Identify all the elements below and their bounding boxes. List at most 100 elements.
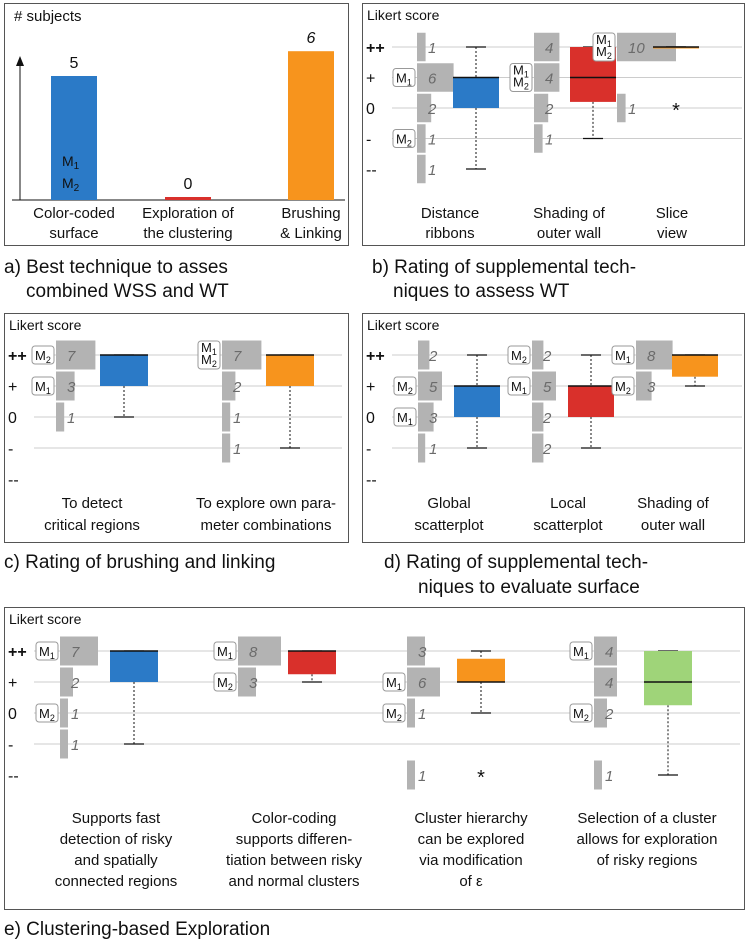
chart-e-count-3-0: 4 xyxy=(605,644,613,661)
chart-e-hist-0-3 xyxy=(60,729,68,759)
chart-d-level-0: ++ xyxy=(366,348,385,365)
chart-d-count-0-0: 2 xyxy=(428,348,438,365)
chart-d-hist-0-0 xyxy=(418,340,430,370)
chart-c-marker-1-0-label-0: M1 xyxy=(201,340,217,357)
chart-c-ylabel: Likert score xyxy=(9,317,82,333)
chart-c-level-2: 0 xyxy=(8,410,17,427)
chart-d-marker-0-1-label-0: M1 xyxy=(397,410,413,427)
chart-b-level-3: - xyxy=(366,132,371,149)
chart-d-count-2-1: 3 xyxy=(647,379,656,396)
caption-b-line1: b) Rating of supplemental tech- xyxy=(372,257,637,278)
chart-e-count-1-0: 8 xyxy=(249,644,258,661)
chart-c-marker-0-0-label-0: M2 xyxy=(35,348,51,365)
chart-b-hist-0-1 xyxy=(417,63,454,92)
chart-b-hist-2-2 xyxy=(617,93,626,123)
chart-d-item-label-0-0: Global xyxy=(427,495,470,512)
chart-c-item-label-1-1: meter combinations xyxy=(201,517,332,534)
chart-d-marker-2-1-box xyxy=(611,376,635,396)
chart-c-marker-0-1-label-0: M1 xyxy=(35,379,51,396)
chart-d-level-1: + xyxy=(366,379,375,396)
chart-e-count-1-1: 3 xyxy=(249,675,258,692)
chart-d-level-4: -- xyxy=(366,472,377,489)
chart-a-value-0: 5 xyxy=(70,55,79,72)
chart-d-marker-1-1-label-0: M1 xyxy=(511,379,527,396)
chart-e-marker-1-0-box xyxy=(213,641,237,661)
chart-e-hist-3-2 xyxy=(594,698,607,728)
chart-b-marker-2-0-label-1: M2 xyxy=(596,44,612,61)
chart-d-count-0-1: 5 xyxy=(429,379,438,396)
chart-e-marker-0-1-label-0: M2 xyxy=(39,706,55,723)
chart-d-hist-1-3 xyxy=(532,433,544,463)
chart-e-count-2-1: 6 xyxy=(418,675,427,692)
chart-d-hist-2-0 xyxy=(636,340,673,370)
chart-c-count-0-1: 3 xyxy=(67,379,76,396)
chart-e-item-label-0-1: detection of risky xyxy=(60,831,173,848)
chart-a-category-0-line-1: surface xyxy=(49,225,98,242)
chart-b-hist-0-0 xyxy=(417,32,426,62)
chart-d-count-0-3: 1 xyxy=(429,441,437,458)
chart-a-category-2-line-0: Brushing xyxy=(281,205,340,222)
chart-d-hist-2-1 xyxy=(636,371,652,401)
chart-e-item-label-2-3: of ε xyxy=(459,873,483,890)
chart-c-marker-0-0-box xyxy=(31,345,55,365)
chart-b-marker-0-1-box xyxy=(392,129,416,148)
chart-b-marker-0-0-label-0: M1 xyxy=(396,71,412,88)
chart-a-value-1: 0 xyxy=(184,176,193,193)
chart-e-hist-2-4 xyxy=(407,760,415,790)
chart-b-marker-2-0-box xyxy=(592,32,616,62)
chart-e-outlier-2-0: * xyxy=(477,767,485,789)
chart-e-count-0-2: 1 xyxy=(71,706,79,723)
chart-d-ylabel: Likert score xyxy=(367,317,440,333)
chart-d-item-label-2-1: outer wall xyxy=(641,517,705,534)
chart-b-item-label-2-0: Slice xyxy=(656,205,689,222)
chart-c-level-1: + xyxy=(8,379,17,396)
caption-a-line1: a) Best technique to asses xyxy=(4,257,228,278)
caption-d-line1: d) Rating of supplemental tech- xyxy=(384,552,649,573)
chart-b-marker-0-0-box xyxy=(392,68,416,87)
chart-b-marker-1-0-label-1: M2 xyxy=(513,75,529,92)
chart-b-count-0-2: 2 xyxy=(427,101,437,118)
chart-c-hist-0-0 xyxy=(56,340,96,370)
chart-c-hist-1-0 xyxy=(222,340,262,370)
caption-e-line1: e) Clustering-based Exploration xyxy=(4,919,271,940)
chart-d-item-label-0-1: scatterplot xyxy=(414,517,484,534)
chart-d-marker-0-1-box xyxy=(393,407,417,427)
chart-e-item-label-2-0: Cluster hierarchy xyxy=(414,810,528,827)
chart-a-category-1-line-1: the clustering xyxy=(143,225,232,242)
chart-c-count-1-2: 1 xyxy=(233,410,241,427)
chart-e-marker-0-0-label-0: M1 xyxy=(39,644,55,661)
chart-c-hist-1-1 xyxy=(222,371,236,401)
chart-e-marker-1-0-label-0: M1 xyxy=(217,644,233,661)
chart-c-count-1-1: 2 xyxy=(232,379,242,396)
chart-e-count-2-0: 3 xyxy=(418,644,427,661)
chart-e-item-label-3-1: allows for exploration xyxy=(577,831,718,848)
chart-d-marker-2-1-label-0: M2 xyxy=(615,379,631,396)
chart-c-count-0-0: 7 xyxy=(67,348,76,365)
chart-b-hist-1-0 xyxy=(534,32,560,62)
chart-e-count-0-1: 2 xyxy=(70,675,80,692)
caption-b-line2: niques to assess WT xyxy=(393,281,570,302)
chart-b-count-0-4: 1 xyxy=(428,162,436,179)
chart-c-marker-0-1-box xyxy=(31,376,55,396)
chart-b-level-1: + xyxy=(366,71,375,88)
chart-d-hist-0-3 xyxy=(418,433,426,463)
chart-b-count-0-0: 1 xyxy=(428,40,436,57)
chart-a-ylabel: # subjects xyxy=(14,8,82,25)
chart-c-count-1-3: 1 xyxy=(233,441,241,458)
chart-b-hist-1-1 xyxy=(534,63,560,92)
chart-a-bar-1 xyxy=(165,197,211,200)
chart-b-item-label-1-1: outer wall xyxy=(537,225,601,242)
chart-e-hist-2-2 xyxy=(407,698,415,728)
chart-b-hist-1-2 xyxy=(534,93,549,123)
chart-e-count-0-0: 7 xyxy=(71,644,80,661)
chart-e-hist-1-0 xyxy=(238,636,281,666)
chart-e-box-3 xyxy=(644,651,692,706)
chart-b-count-1-2: 2 xyxy=(544,101,554,118)
chart-e-hist-3-1 xyxy=(594,667,617,697)
chart-e-marker-1-1-label-0: M2 xyxy=(217,675,233,692)
chart-e-level-4: -- xyxy=(8,768,19,785)
chart-e-box-1 xyxy=(288,651,336,675)
chart-e-level-1: + xyxy=(8,675,17,692)
chart-e-marker-3-0-label-0: M1 xyxy=(573,644,589,661)
